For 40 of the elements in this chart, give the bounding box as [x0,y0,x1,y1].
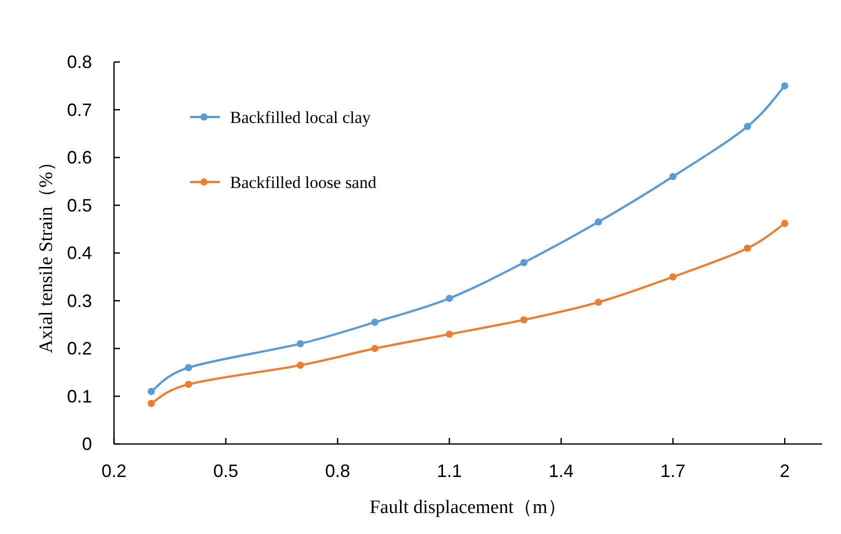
point [669,173,677,180]
x-tick-label: 0.2 [101,461,127,481]
point [296,362,304,369]
y-tick-label: 0.4 [66,243,92,263]
point [296,340,304,348]
point [781,82,788,90]
point [371,318,378,326]
point [669,273,677,280]
point [446,294,453,302]
point [184,364,192,372]
x-axis-title: Fault displacement（m） [370,497,566,518]
point [744,122,752,130]
x-tick-label: 1.4 [548,461,574,481]
y-tick-label: 0.1 [66,386,92,406]
point [744,244,752,252]
x-tick-label: 1.7 [660,461,686,481]
point [371,344,378,352]
y-tick-label: 0.3 [66,290,92,311]
y-tick-label: 0 [82,434,92,454]
legend-label: Backfilled loose sand [230,173,377,192]
point [594,218,602,226]
y-tick-label: 0.2 [66,338,92,358]
point [520,258,528,266]
y-tick-label: 0.5 [66,195,92,216]
y-tick-label: 0.8 [66,52,92,72]
y-tick-label: 0.6 [66,148,92,168]
x-tick-label: 1.1 [436,461,462,481]
legend-label: Backfilled local clay [230,108,372,127]
point [446,330,453,338]
y-tick-label: 0.7 [66,100,92,120]
point [148,400,155,408]
x-tick-label: 0.5 [213,461,238,481]
point [781,220,788,227]
point [594,298,602,306]
point [148,388,155,396]
point [184,380,192,388]
x-tick-label: 2 [780,461,790,481]
x-tick-label: 0.8 [325,461,350,481]
point [520,316,528,324]
y-axis-title: Axial tensile Strain（%） [36,152,57,354]
